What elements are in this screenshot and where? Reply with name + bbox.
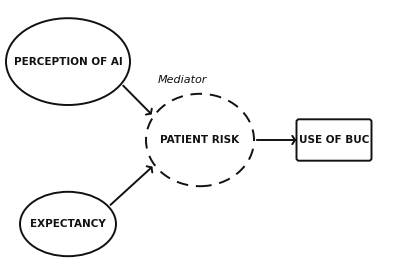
Text: EXPECTANCY: EXPECTANCY xyxy=(30,219,106,229)
Text: USE OF BUC: USE OF BUC xyxy=(299,135,369,145)
Text: PATIENT RISK: PATIENT RISK xyxy=(160,135,240,145)
Text: Mediator: Mediator xyxy=(157,75,207,85)
Text: PERCEPTION OF AI: PERCEPTION OF AI xyxy=(14,57,122,67)
